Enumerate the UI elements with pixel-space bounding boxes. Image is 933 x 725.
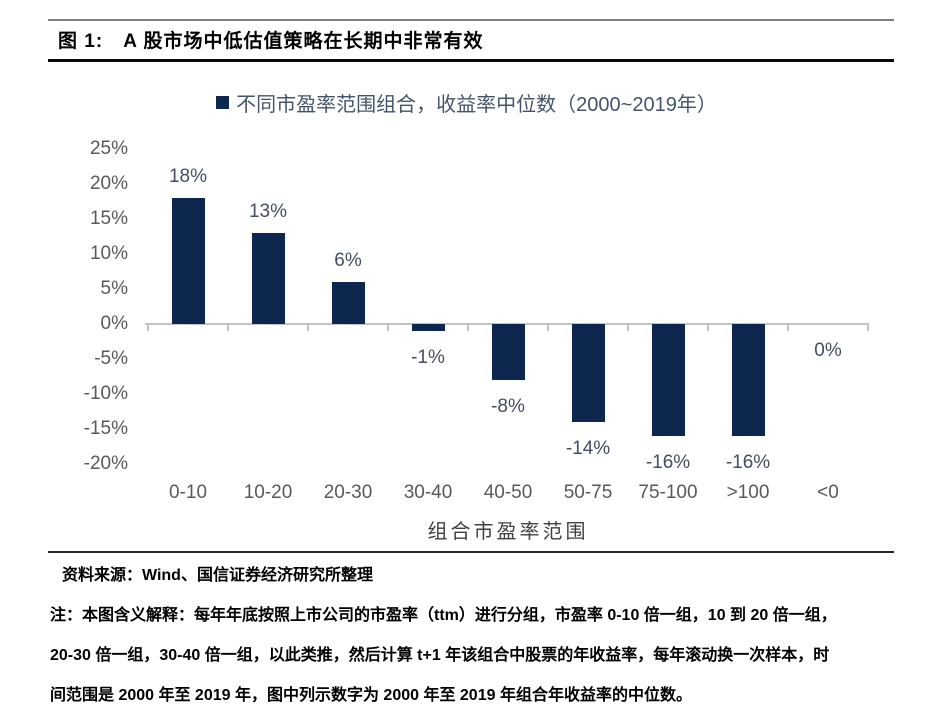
bar-value-label: -1% [411,347,445,368]
y-axis-tick-label: -15% [83,418,128,439]
bar-value-label: 0% [814,340,842,361]
figure-title-row: 图 1: A 股市场中低估值策略在长期中非常有效 [58,26,483,53]
figure-title: A 股市场中低估值策略在长期中非常有效 [123,31,484,52]
x-category-label: 0-10 [168,482,208,503]
legend-label: 不同市盈率范围组合，收益率中位数（2000~2019年） [236,94,717,116]
x-category-label: 10-20 [243,482,293,503]
x-category-label: 40-50 [483,482,533,503]
x-axis-tick-mark [867,323,869,331]
x-category-label: 75-100 [638,482,698,503]
bar [331,282,365,324]
figure-number-label: 图 1: [58,31,104,52]
y-axis-tick-label: 25% [89,138,128,159]
note-line: 20-30 倍一组，30-40 倍一组，以此类推，然后计算 t+1 年该组合中股… [50,647,830,664]
x-axis-tick-mark [387,323,389,331]
x-category-label: 50-75 [563,482,613,503]
title-bottom-divider [48,59,894,62]
footer-divider [48,551,894,553]
x-axis-tick-mark [467,323,469,331]
bar [571,324,605,422]
x-category-label: >100 [726,482,770,503]
y-axis-tick-label: -20% [83,453,128,474]
bar [251,233,285,324]
x-axis-tick-mark [547,323,549,331]
x-axis-tick-mark [627,323,629,331]
bar [651,324,685,436]
y-axis-tick-label: 20% [89,173,128,194]
y-axis-tick-label: -5% [94,348,128,369]
y-axis-tick-label: 5% [100,278,128,299]
bar-value-label: -14% [565,438,611,459]
y-axis-tick-label: 0% [100,313,128,334]
bar [731,324,765,436]
source-text: 资料来源：Wind、国信证券经济研究所整理 [62,567,373,584]
x-axis-tick-mark [307,323,309,331]
legend-square-icon [216,96,230,109]
note-line: 间范围是 2000 年至 2019 年，图中列示数字为 2000 年至 2019… [50,687,692,704]
x-axis-tick-mark [707,323,709,331]
note-line: 注：本图含义解释：每年年底按照上市公司的市盈率（ttm）进行分组，市盈率 0-1… [50,607,837,624]
bar [171,198,205,324]
note-text: 注：本图含义解释：每年年底按照上市公司的市盈率（ttm）进行分组，市盈率 0-1… [50,596,900,716]
x-category-label: 30-40 [403,482,453,503]
x-axis-tick-mark [227,323,229,331]
bar [411,324,445,331]
x-category-label: 20-30 [323,482,373,503]
y-axis-tick-label: -10% [83,383,128,404]
y-axis-tick-label: 15% [89,208,128,229]
x-category-label: <0 [817,482,839,503]
bar-value-label: 13% [248,201,288,222]
x-axis-tick-mark [787,323,789,331]
x-axis-tick-mark [147,323,149,331]
bar-value-label: 18% [168,166,208,187]
bar-value-label: -16% [725,452,771,473]
bar-value-label: -8% [491,396,525,417]
bar-value-label: -16% [645,452,691,473]
y-axis-tick-label: 10% [89,243,128,264]
header-top-divider [48,19,894,21]
chart-legend: 不同市盈率范围组合，收益率中位数（2000~2019年） [0,88,933,117]
bar-value-label: 6% [334,250,362,271]
bar [491,324,525,380]
x-axis-title: 组合市盈率范围 [427,521,589,543]
